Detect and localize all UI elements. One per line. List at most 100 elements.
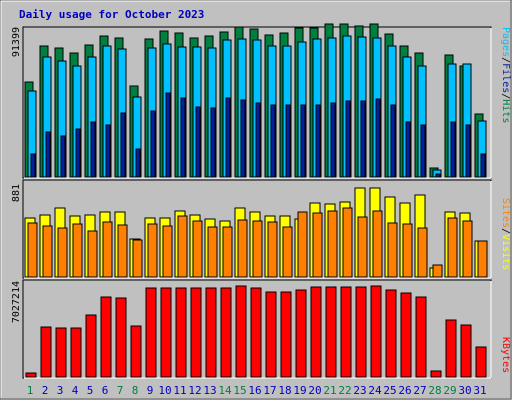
kbytes-kbytes-bar-day-21 (325, 286, 337, 378)
visits-sites-sites-bar-day-4 (72, 223, 83, 278)
legend-separator: / (500, 93, 511, 99)
legend-pages: Pages (500, 27, 511, 57)
hits-files-pages-pages-bar-day-13 (210, 107, 216, 178)
day-label-3: 3 (57, 384, 64, 397)
visits-sites-sites-bar-day-9 (147, 223, 158, 278)
legend-separator: / (500, 57, 511, 63)
legend-separator: / (500, 228, 511, 234)
hits-files-pages-pages-bar-day-4 (75, 128, 81, 178)
kbytes-kbytes-bar-day-8 (130, 325, 142, 378)
hits-files-pages-pages-bar-day-24 (375, 98, 381, 178)
kbytes-kbytes-bar-day-1 (25, 372, 37, 378)
day-label-13: 13 (203, 384, 216, 397)
kbytes-kbytes-bar-day-11 (175, 287, 187, 378)
hits-files-pages-pages-bar-day-7 (120, 112, 126, 178)
legend-visits: Visits (500, 234, 511, 270)
day-label-19: 19 (293, 384, 306, 397)
hits-files-pages-pages-bar-day-8 (135, 148, 141, 178)
hits-legend: Pages/Files/Hits (500, 27, 511, 123)
day-label-20: 20 (308, 384, 321, 397)
visits-sites-sites-bar-day-14 (222, 226, 233, 278)
day-label-31: 31 (473, 384, 486, 397)
hits-files-pages-pages-bar-day-30 (465, 124, 471, 178)
visits-sites-sites-bar-day-5 (87, 230, 98, 278)
kbytes-kbytes-bar-day-23 (355, 286, 367, 378)
day-label-12: 12 (188, 384, 201, 397)
day-label-8: 8 (132, 384, 139, 397)
hits-files-pages-pages-bar-day-3 (60, 135, 66, 178)
day-label-22: 22 (338, 384, 351, 397)
hits-files-pages-pages-bar-day-12 (195, 106, 201, 178)
hits-files-pages-pages-bar-day-29 (450, 121, 456, 178)
day-label-15: 15 (233, 384, 246, 397)
visits-sites-sites-bar-day-8 (132, 239, 143, 278)
visits-sites-sites-bar-day-15 (237, 219, 248, 278)
kbytes-kbytes-bar-day-9 (145, 287, 157, 378)
chart-bars (24, 23, 488, 378)
kbytes-kbytes-bar-day-17 (265, 291, 277, 378)
kbytes-kbytes-bar-day-30 (460, 324, 472, 378)
hits-files-pages-pages-bar-day-14 (225, 97, 231, 178)
day-label-18: 18 (278, 384, 291, 397)
hits-files-pages-pages-bar-day-1 (30, 153, 36, 178)
kbytes-kbytes-bar-day-14 (220, 287, 232, 378)
legend-kbytes: KBytes (500, 337, 511, 373)
day-label-27: 27 (413, 384, 426, 397)
visits-sites-sites-bar-day-23 (357, 216, 368, 278)
visits-sites-sites-bar-day-30 (462, 220, 473, 278)
hits-files-pages-pages-bar-day-17 (270, 104, 276, 178)
kbytes-kbytes-bar-day-26 (400, 292, 412, 378)
hits-files-pages-pages-bar-day-20 (315, 104, 321, 178)
day-label-23: 23 (353, 384, 366, 397)
day-label-16: 16 (248, 384, 261, 397)
hits-files-pages-pages-bar-day-6 (105, 124, 111, 178)
hits-files-pages-pages-bar-day-26 (405, 121, 411, 178)
hits-files-pages-pages-bar-day-27 (420, 124, 426, 178)
visits-sites-sites-bar-day-20 (312, 212, 323, 278)
day-label-21: 21 (323, 384, 336, 397)
day-label-25: 25 (383, 384, 396, 397)
day-label-4: 4 (72, 384, 79, 397)
hits-files-pages-pages-bar-day-28 (435, 173, 441, 178)
kbytes-kbytes-bar-day-31 (475, 346, 487, 378)
kbytes-kbytes-bar-day-19 (295, 289, 307, 378)
visits-sites-sites-bar-day-17 (267, 221, 278, 278)
visits-sites-sites-bar-day-19 (297, 211, 308, 278)
visits-sites-sites-bar-day-10 (162, 225, 173, 278)
visits-sites-sites-bar-day-29 (447, 217, 458, 278)
day-label-26: 26 (398, 384, 411, 397)
kbytes-kbytes-bar-day-6 (100, 296, 112, 378)
kbytes-kbytes-bar-day-16 (250, 287, 262, 378)
kbytes-kbytes-bar-day-22 (340, 286, 352, 378)
visits-sites-sites-bar-day-25 (387, 222, 398, 278)
hits-files-pages-pages-bar-day-23 (360, 100, 366, 178)
visits-sites-sites-bar-day-28 (432, 264, 443, 278)
visits-sites-sites-bar-day-18 (282, 226, 293, 278)
day-label-7: 7 (117, 384, 124, 397)
visits-sites-sites-bar-day-27 (417, 227, 428, 278)
visits-sites-sites-bar-day-22 (342, 207, 353, 278)
visits-sites-sites-bar-day-12 (192, 220, 203, 278)
hits-files-pages-pages-bar-day-19 (300, 104, 306, 178)
visits-sites-sites-bar-day-1 (27, 222, 38, 278)
hits-files-pages-pages-bar-day-5 (90, 121, 96, 178)
kbytes-kbytes-bar-day-3 (55, 327, 67, 378)
visits-sites-sites-bar-day-24 (372, 210, 383, 278)
kbytes-kbytes-bar-day-24 (370, 285, 382, 378)
kbytes-kbytes-bar-day-12 (190, 287, 202, 378)
day-labels: 1 2 3 4 5 6 7 8 9 10 11 12 13 14 15 16 17 18 19 20 21 22 23 24 2… (27, 384, 487, 397)
kbytes-kbytes-bar-day-28 (430, 370, 442, 378)
kbytes-kbytes-bar-day-2 (40, 326, 52, 378)
day-label-24: 24 (368, 384, 382, 397)
legend-files: Files (500, 63, 511, 93)
visits-sites-sites-bar-day-3 (57, 227, 68, 278)
visits-sites-sites-bar-day-11 (177, 215, 188, 278)
day-label-11: 11 (173, 384, 186, 397)
day-label-29: 29 (443, 384, 456, 397)
chart-title: Daily usage for October 2023 (19, 8, 204, 21)
visits-sites-sites-bar-day-7 (117, 224, 128, 278)
day-label-9: 9 (147, 384, 154, 397)
visits-scale-label: 881 (11, 184, 22, 202)
hits-files-pages-pages-bar-day-18 (285, 104, 291, 178)
visits-sites-sites-bar-day-2 (42, 225, 53, 278)
